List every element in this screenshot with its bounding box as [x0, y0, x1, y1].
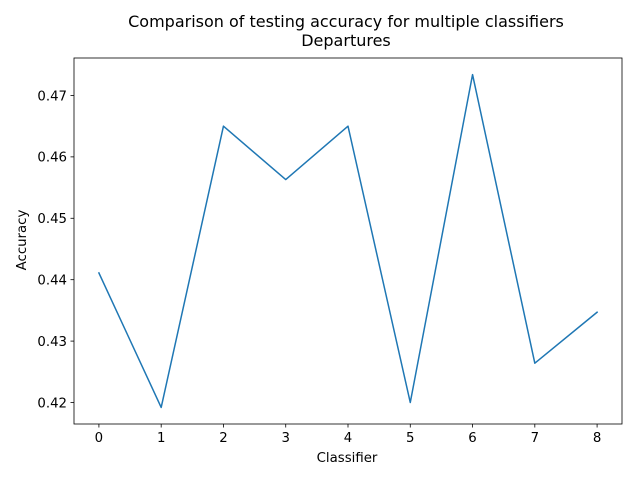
plot-area: 0 1 2 3 4 5 6 7 8 0.42 0.43 0.44 0.45 0.46 0.47: [37, 57, 623, 446]
x-axis-label: Classifier: [317, 451, 378, 466]
y-tick-label-4: 0.46: [37, 151, 67, 166]
y-tick-label-2: 0.44: [37, 273, 67, 288]
series-line-0: [97, 73, 599, 409]
chart-subtitle: Departures: [301, 31, 391, 50]
chart-title: Comparison of testing accuracy for multi…: [128, 12, 564, 31]
y-tick-label-1: 0.43: [37, 335, 67, 350]
x-tick-label-6: 6: [468, 431, 476, 446]
x-tick-label-7: 7: [531, 431, 539, 446]
y-tick-label-5: 0.47: [37, 89, 67, 104]
x-tick-label-2: 2: [219, 431, 227, 446]
x-tick-label-1: 1: [157, 431, 165, 446]
x-tick-label-3: 3: [281, 431, 289, 446]
y-axis-label: Accuracy: [15, 210, 30, 271]
x-tick-label-5: 5: [406, 431, 414, 446]
x-tick-label-4: 4: [344, 431, 352, 446]
y-tick-label-0: 0.42: [37, 396, 67, 411]
x-tick-label-0: 0: [95, 431, 103, 446]
y-tick-label-3: 0.45: [37, 212, 67, 227]
x-tick-label-8: 8: [593, 431, 601, 446]
